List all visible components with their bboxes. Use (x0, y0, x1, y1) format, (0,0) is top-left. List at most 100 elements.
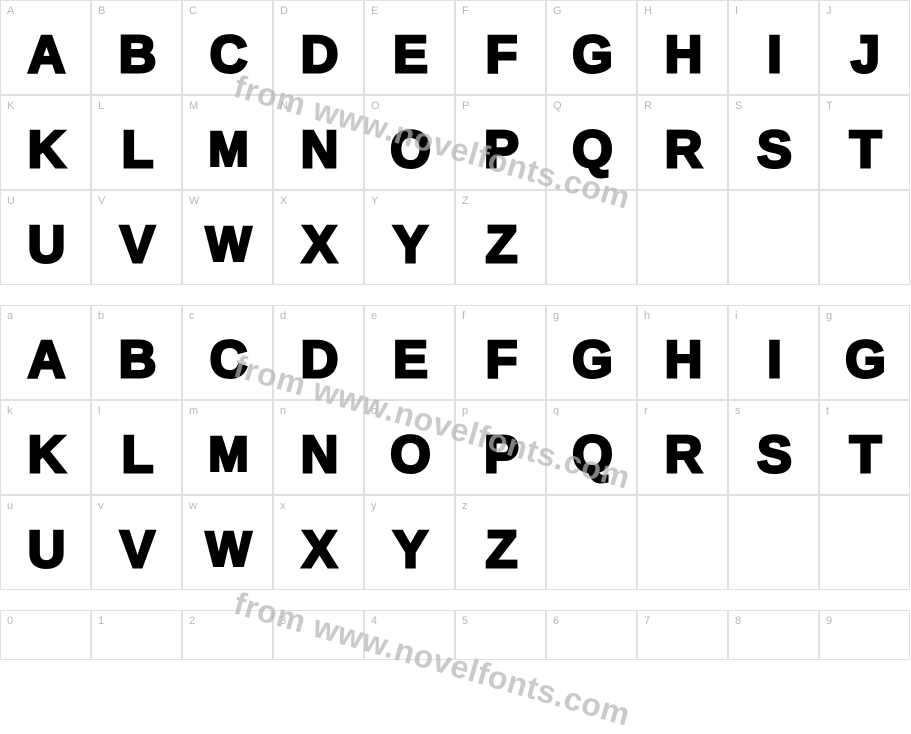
character-cell: tT (819, 400, 910, 495)
key-label: Z (462, 195, 469, 207)
character-cell: 0 (0, 610, 91, 660)
glyph-display: A (28, 330, 64, 390)
glyph-display: K (28, 425, 64, 485)
glyph-display: G (572, 330, 610, 390)
key-label: 7 (644, 615, 650, 627)
character-cell: EE (364, 0, 455, 95)
glyph-display: N (301, 120, 337, 180)
character-cell: UU (0, 190, 91, 285)
key-label: T (826, 100, 833, 112)
key-label: 9 (826, 615, 832, 627)
glyph-display: I (767, 25, 779, 85)
key-label: w (189, 500, 197, 512)
key-label: K (7, 100, 14, 112)
key-label: x (280, 500, 286, 512)
key-label: B (98, 5, 105, 17)
character-cell: OO (364, 95, 455, 190)
key-label: X (280, 195, 287, 207)
character-cell: ZZ (455, 190, 546, 285)
key-label: S (735, 100, 742, 112)
key-label: p (462, 405, 468, 417)
glyph-display: U (28, 215, 64, 275)
glyph-display: V (120, 215, 153, 275)
character-row: 0123456789 (0, 610, 911, 660)
key-label: c (189, 310, 195, 322)
glyph-display: T (850, 425, 880, 485)
key-label: W (189, 195, 199, 207)
character-cell: qQ (546, 400, 637, 495)
character-row: KKLLMMNNOOPPQQRRSSTT (0, 95, 911, 190)
glyph-display: L (122, 425, 152, 485)
character-cell: fF (455, 305, 546, 400)
character-cell: SS (728, 95, 819, 190)
glyph-display: S (757, 425, 790, 485)
character-cell (637, 495, 728, 590)
key-label: 2 (189, 615, 195, 627)
key-label: C (189, 5, 197, 17)
glyph-display: I (767, 330, 779, 390)
key-label: e (371, 310, 377, 322)
character-cell: kK (0, 400, 91, 495)
glyph-display: H (665, 330, 701, 390)
glyph-display: K (28, 120, 64, 180)
character-cell: pP (455, 400, 546, 495)
glyph-display: F (486, 330, 516, 390)
character-cell: WW (182, 190, 273, 285)
key-label: b (98, 310, 104, 322)
key-label: E (371, 5, 378, 17)
character-cell: gG (546, 305, 637, 400)
key-label: 8 (735, 615, 741, 627)
character-cell: 6 (546, 610, 637, 660)
character-row: UUVVWWXXYYZZ (0, 190, 911, 285)
glyph-display: F (486, 25, 516, 85)
character-cell: VV (91, 190, 182, 285)
character-cell (546, 190, 637, 285)
key-label: H (644, 5, 652, 17)
key-label: 6 (553, 615, 559, 627)
glyph-display: R (665, 120, 701, 180)
key-label: 3 (280, 615, 286, 627)
glyph-display: B (119, 25, 155, 85)
key-label: P (462, 100, 469, 112)
key-label: 0 (7, 615, 13, 627)
key-label: Q (553, 100, 562, 112)
key-label: a (7, 310, 13, 322)
character-cell: GG (546, 0, 637, 95)
key-label: z (462, 500, 468, 512)
glyph-display: A (28, 25, 64, 85)
glyph-display: T (850, 120, 880, 180)
key-label: g (826, 310, 832, 322)
glyph-display: W (206, 522, 249, 577)
font-character-map: AABBCCDDEEFFGGHHIIJJKKLLMMNNOOPPQQRRSSTT… (0, 0, 911, 660)
glyph-display: U (28, 520, 64, 580)
character-cell: AA (0, 0, 91, 95)
character-cell: hH (637, 305, 728, 400)
character-cell: RR (637, 95, 728, 190)
glyph-display: X (302, 520, 335, 580)
key-label: R (644, 100, 652, 112)
character-row: kKlLmMnNoOpPqQrRsStT (0, 400, 911, 495)
character-cell: JJ (819, 0, 910, 95)
key-label: J (826, 5, 832, 17)
character-cell: iI (728, 305, 819, 400)
glyph-display: O (390, 425, 428, 485)
key-label: F (462, 5, 469, 17)
character-cell: gG (819, 305, 910, 400)
key-label: u (7, 500, 13, 512)
character-cell: wW (182, 495, 273, 590)
character-cell (546, 495, 637, 590)
character-cell: 3 (273, 610, 364, 660)
character-cell: FF (455, 0, 546, 95)
lowercase-block: aAbBcCdDeEfFgGhHiIgGkKlLmMnNoOpPqQrRsStT… (0, 305, 911, 590)
key-label: U (7, 195, 15, 207)
character-cell: rR (637, 400, 728, 495)
glyph-display: M (209, 427, 247, 482)
digits-block: 0123456789 (0, 610, 911, 660)
character-cell: cC (182, 305, 273, 400)
character-row: aAbBcCdDeEfFgGhHiIgG (0, 305, 911, 400)
glyph-display: Z (486, 520, 516, 580)
glyph-display: C (210, 330, 246, 390)
uppercase-block: AABBCCDDEEFFGGHHIIJJKKLLMMNNOOPPQQRRSSTT… (0, 0, 911, 285)
character-cell: yY (364, 495, 455, 590)
key-label: D (280, 5, 288, 17)
